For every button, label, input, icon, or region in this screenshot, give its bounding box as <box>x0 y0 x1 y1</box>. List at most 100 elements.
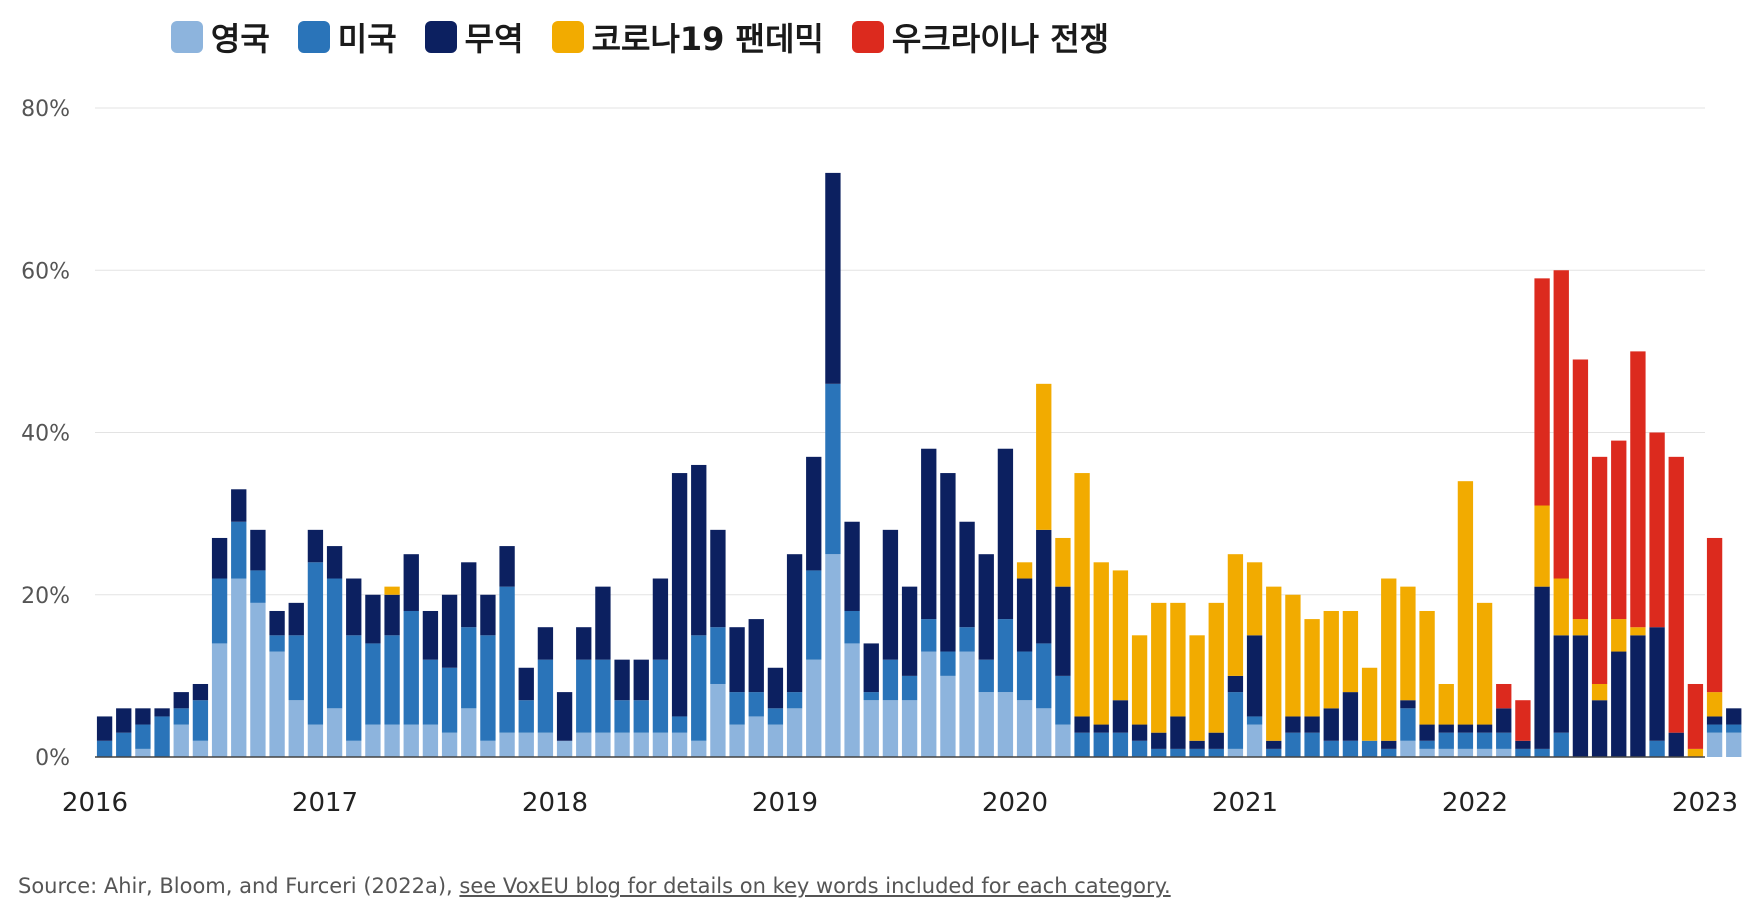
bar-segment <box>767 724 784 757</box>
bar-segment <box>844 643 860 757</box>
bar-segment <box>786 708 803 757</box>
bar-segment <box>1591 683 1608 701</box>
legend-item: 영국 <box>170 14 270 60</box>
bar-segment <box>1227 748 1244 757</box>
legend-label: 무역 <box>464 20 524 58</box>
bar-segment <box>96 716 113 741</box>
source-text: Source: Ahir, Bloom, and Furceri (2022a)… <box>18 874 453 898</box>
legend-swatch <box>424 21 457 53</box>
bar-segment <box>671 732 688 757</box>
bar-segment <box>1572 635 1589 757</box>
bar-segment <box>96 740 113 757</box>
bar-segment <box>499 586 515 733</box>
bar-segment <box>1304 716 1320 733</box>
bar-segment <box>365 594 381 644</box>
bar-segment <box>1553 732 1569 757</box>
bar-segment <box>652 732 669 757</box>
bar-segment <box>1726 732 1742 757</box>
bar-segment <box>940 675 956 758</box>
bar-segment <box>863 700 879 757</box>
bar-segment <box>135 748 151 757</box>
legend-item: 무역 <box>424 14 524 60</box>
bar-segment <box>1553 270 1569 579</box>
bar-segment <box>1591 456 1608 684</box>
bar-segment <box>365 643 381 725</box>
bar-segment <box>384 635 400 725</box>
bar-segment <box>595 732 611 757</box>
bar-segment <box>1361 740 1378 757</box>
bar-segment <box>1036 383 1052 530</box>
bar-segment <box>710 627 726 684</box>
chart-legend: 영국 미국 무역 코로나19 팬데믹 우크라이나 전쟁 <box>0 14 1280 60</box>
bar-segment <box>1668 456 1684 733</box>
bar-segment <box>1189 748 1205 757</box>
bar-segment <box>1668 732 1684 757</box>
bar-segment <box>1016 651 1033 701</box>
bar-segment <box>901 586 918 676</box>
bar-segment <box>422 724 439 757</box>
bar-segment <box>1151 748 1167 757</box>
bar-segment <box>691 740 707 757</box>
bar-segment <box>786 554 803 693</box>
bar-segment <box>1151 732 1167 749</box>
x-tick-label: 2016 <box>62 788 128 818</box>
bar-segment <box>1189 740 1205 749</box>
bar-segment <box>480 635 496 741</box>
bar-segment <box>1266 586 1282 741</box>
bar-segment <box>1726 708 1742 725</box>
bar-segment <box>250 602 266 757</box>
bar-segment <box>997 448 1014 620</box>
bar-segment <box>1246 562 1263 636</box>
bar-segment <box>211 643 228 757</box>
source-note: Source: Ahir, Bloom, and Furceri (2022a)… <box>18 874 1171 898</box>
bar-segment <box>384 586 400 595</box>
bar-segment <box>499 732 515 757</box>
bar-segment <box>1093 732 1109 757</box>
bar-segment <box>1227 692 1244 749</box>
bar-segment <box>1342 610 1359 693</box>
bar-segment <box>1687 748 1704 757</box>
bar-segment <box>1438 732 1454 749</box>
bar-segment <box>1266 748 1282 757</box>
bar-segment <box>269 610 285 636</box>
bar-segment <box>1476 724 1493 733</box>
bar-segment <box>384 594 400 636</box>
bar-segment <box>403 610 419 725</box>
legend-item: 미국 <box>297 14 397 60</box>
bar-segment <box>1170 716 1186 749</box>
bar-segment <box>231 521 247 579</box>
bar-segment <box>1304 732 1320 757</box>
bar-segment <box>269 635 285 652</box>
bar-segment <box>1611 619 1627 652</box>
bar-segment <box>1227 675 1244 693</box>
bar-segment <box>978 554 994 660</box>
bar-segment <box>537 732 554 757</box>
bar-segment <box>1457 481 1474 725</box>
bar-segment <box>1016 700 1033 757</box>
bar-segment <box>1400 586 1416 701</box>
bar-segment <box>173 724 189 757</box>
bar-segment <box>1534 278 1550 506</box>
bar-segment <box>1496 683 1512 709</box>
bar-segment <box>921 448 937 620</box>
bar-segment <box>1630 351 1646 628</box>
bar-segment <box>1131 740 1148 757</box>
bar-segment <box>1553 635 1569 733</box>
bar-segment <box>1400 740 1416 757</box>
bar-segment <box>1457 724 1474 733</box>
bar-segment <box>1112 570 1129 701</box>
bar-segment <box>806 659 822 757</box>
legend-item: 우크라이나 전쟁 <box>851 14 1109 60</box>
bar-segment <box>1496 732 1512 749</box>
bar-segment <box>844 521 860 611</box>
bar-segment <box>211 537 228 579</box>
bar-segment <box>1591 700 1608 757</box>
bar-segment <box>135 708 151 725</box>
bar-segment <box>480 740 496 757</box>
bar-segment <box>1438 683 1454 725</box>
bar-segment <box>997 619 1014 693</box>
bar-segment <box>1016 578 1033 652</box>
bar-segment <box>1400 700 1416 709</box>
source-link[interactable]: see VoxEU blog for details on key words … <box>459 874 1171 898</box>
bar-segment <box>1572 619 1589 636</box>
